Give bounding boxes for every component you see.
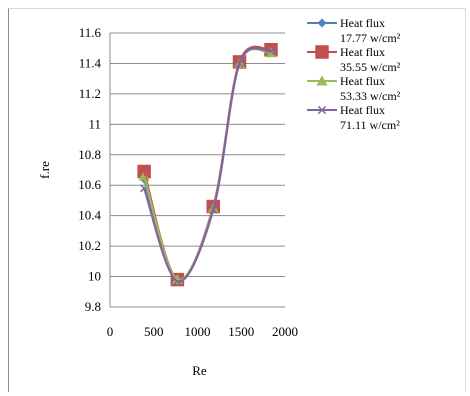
- y-tick-label: 11.4: [79, 55, 102, 70]
- legend-label: Heat flux: [340, 16, 385, 30]
- y-tick-label: 9.8: [85, 299, 101, 314]
- series-1: [139, 46, 276, 286]
- series-line-3: [143, 47, 272, 281]
- legend-unit: 53.33 w/cm²: [340, 89, 401, 103]
- y-tick-label: 10: [88, 269, 101, 284]
- y-tick-label: 11.6: [79, 25, 102, 40]
- x-tick-labels: 0 500 1000 1500 2000: [107, 324, 298, 339]
- series-line-4: [143, 47, 272, 283]
- gridlines: [109, 32, 285, 308]
- series-group: [137, 42, 278, 287]
- legend-unit: 17.77 w/cm²: [340, 31, 401, 45]
- legend-label: Heat flux: [340, 74, 385, 88]
- x-tick-label: 0: [107, 324, 114, 339]
- legend-label: Heat flux: [340, 103, 385, 117]
- legend-label: Heat flux: [340, 45, 385, 59]
- x-tick-label: 2000: [272, 324, 298, 339]
- y-tick-label: 11.2: [79, 86, 101, 101]
- x-tick-label: 1000: [185, 324, 211, 339]
- y-tick-label: 10.6: [78, 177, 101, 192]
- legend-marker: [317, 18, 327, 28]
- x-tick-label: 1500: [228, 324, 254, 339]
- legend-marker: [316, 75, 328, 86]
- y-tick-label: 11: [88, 116, 101, 131]
- legend-marker: [315, 45, 329, 59]
- x-axis-title: Re: [192, 363, 207, 378]
- legend-unit: 35.55 w/cm²: [340, 60, 401, 74]
- x-tick-label: 500: [144, 324, 164, 339]
- y-tick-label: 10.8: [78, 147, 101, 162]
- legend-marker: [317, 105, 327, 115]
- legend-unit: 71.11 w/cm²: [340, 118, 400, 132]
- marker-stroke: [317, 105, 327, 115]
- y-tick-label: 10.4: [78, 208, 101, 223]
- series-2: [137, 42, 278, 287]
- y-tick-labels: 9.8 10 10.2 10.4 10.6 10.8 11 11.2 11.4 11.6: [78, 25, 101, 314]
- y-tick-label: 10.2: [78, 238, 101, 253]
- chart-frame: 9.8 10 10.2 10.4 10.6 10.8 11 11.2 11.4 11.6 0 500…: [8, 8, 466, 392]
- series-3: [138, 47, 277, 285]
- line-chart: 9.8 10 10.2 10.4 10.6 10.8 11 11.2 11.4 11.6 0 500…: [37, 16, 401, 378]
- y-axis-title: f.re: [37, 161, 52, 179]
